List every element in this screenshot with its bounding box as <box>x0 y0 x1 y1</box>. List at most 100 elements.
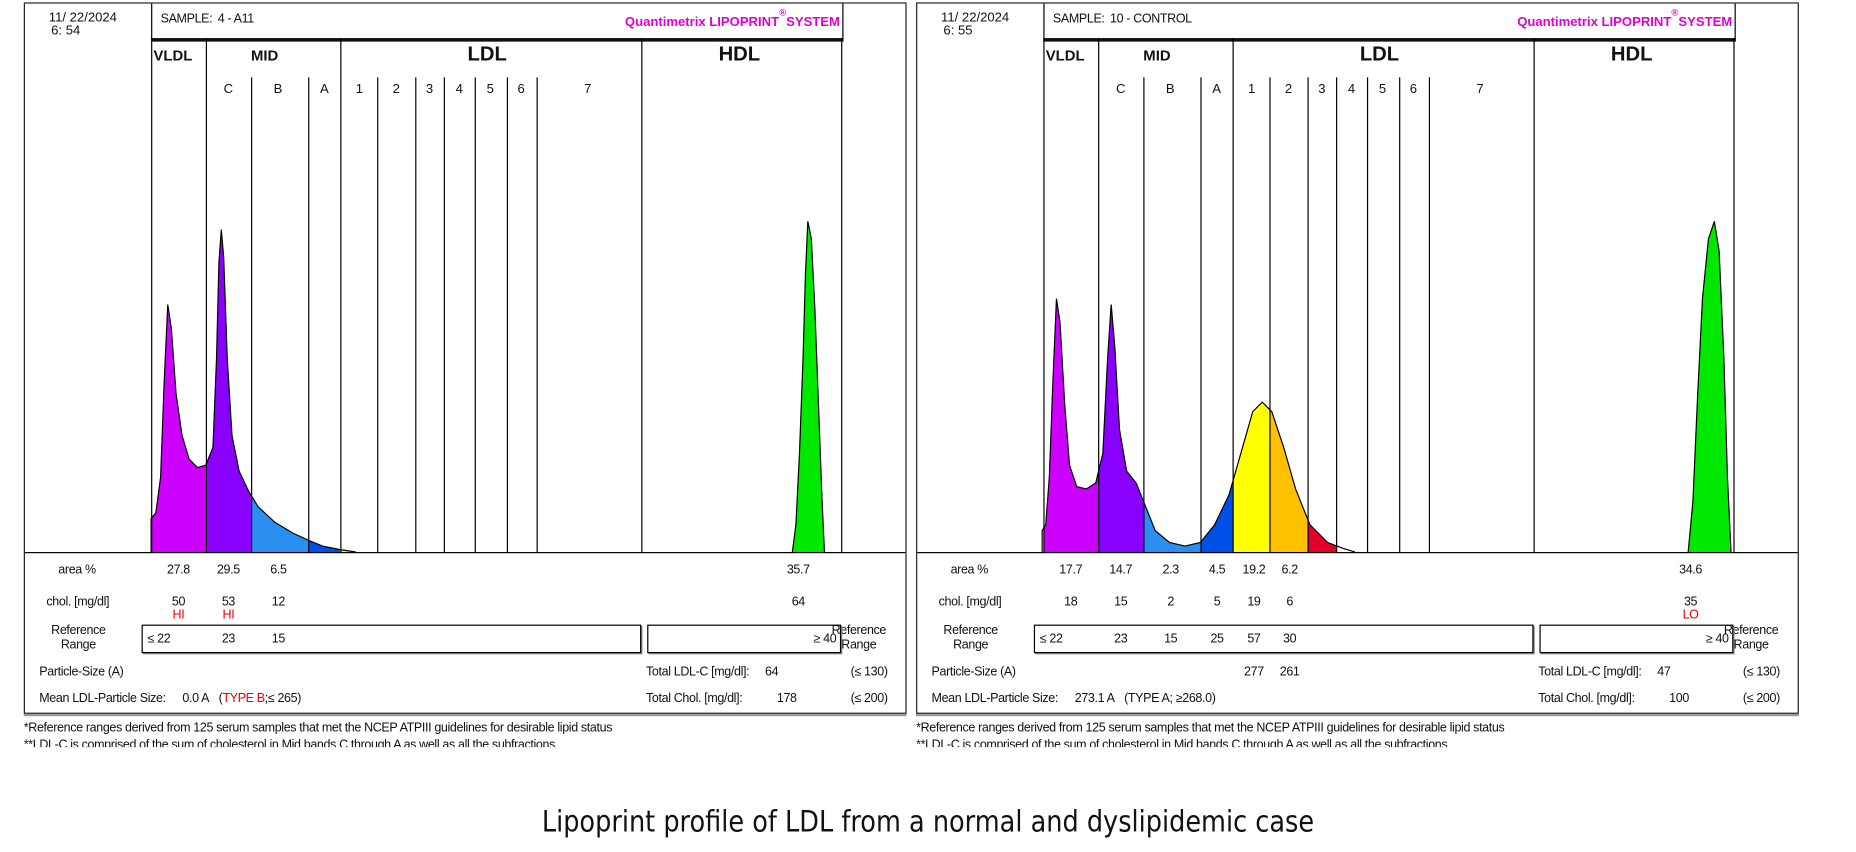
class-divider <box>1043 38 1045 553</box>
particle-size-2: 261 <box>1279 665 1300 680</box>
band-fill-HDL <box>1688 221 1732 553</box>
subclass-label-C: C <box>1115 82 1126 97</box>
subclass-divider <box>1399 77 1401 553</box>
subclass-label-A: A <box>320 82 329 97</box>
class-vldl: VLDL <box>153 47 193 65</box>
subclass-label-B: B <box>273 82 283 97</box>
densitometry-plot <box>150 221 826 553</box>
class-hdl: HDL <box>718 42 761 66</box>
sample-id: 10 - CONTROL <box>1109 11 1192 27</box>
ref-value-A: 25 <box>1210 631 1224 647</box>
subclass-divider <box>415 77 417 553</box>
flag-HDL: LO <box>1682 607 1699 623</box>
subclass-divider <box>1269 77 1271 553</box>
total-ldl-value: 47 <box>1657 665 1671 680</box>
subclass-divider <box>1307 77 1309 553</box>
subclass-label-7: 7 <box>1476 82 1484 97</box>
particle-size-label: Particle-Size (A) <box>39 665 124 680</box>
reference-range-box-hdl <box>1539 624 1734 654</box>
subclass-label-1: 1 <box>355 82 364 97</box>
band-fill-B <box>1143 500 1201 553</box>
reference-range-box-ldl <box>1033 624 1534 654</box>
reference-range-label-right: Reference Range <box>831 623 887 652</box>
class-mid: MID <box>1143 47 1171 65</box>
area-value-B: 2.3 <box>1162 562 1180 578</box>
band-fill-VLDL <box>151 304 206 553</box>
mean-size-label: Mean LDL-Particle Size: <box>931 691 1059 706</box>
subclass-divider <box>474 77 476 553</box>
class-hdl: HDL <box>1610 42 1653 66</box>
band-fill-A <box>1200 482 1233 553</box>
area-value-B: 6.5 <box>270 562 287 578</box>
class-divider <box>340 38 342 553</box>
total-chol-value: 100 <box>1669 691 1689 706</box>
total-chol-label: Total Chol. [mg/dl]: <box>1538 691 1635 706</box>
mean-size-label: Mean LDL-Particle Size: <box>39 691 166 706</box>
brand-suffix: SYSTEM <box>786 15 840 30</box>
subclass-label-4: 4 <box>455 82 463 97</box>
band-fill-C <box>205 229 252 553</box>
area-value-HDL: 34.6 <box>1679 562 1703 578</box>
subclass-label-2: 2 <box>1284 82 1293 97</box>
subclass-divider <box>536 77 538 553</box>
mean-size-value: 0.0 A <box>182 691 210 706</box>
area-label: area % <box>58 562 96 578</box>
class-divider <box>205 38 208 553</box>
ref-value-C: 23 <box>1114 631 1128 647</box>
ref-value-1: 57 <box>1247 631 1261 647</box>
ref-value-C: 23 <box>221 631 236 647</box>
subclass-label-5: 5 <box>1378 82 1387 97</box>
ref-value-VLDL: ≤ 22 <box>147 631 171 647</box>
brand-logo: Quantimetrix LIPOPRINT®SYSTEM <box>624 7 840 30</box>
band-fill-A <box>308 540 341 553</box>
date-label: 11/ 22/2024 <box>48 10 117 25</box>
chol-value-A: 5 <box>1213 594 1221 610</box>
area-value-C: 14.7 <box>1109 562 1133 578</box>
subclass-divider <box>1200 77 1202 553</box>
mean-size-value: 273.1 A <box>1074 691 1115 706</box>
reference-range-label-right: Reference Range <box>1723 623 1779 652</box>
band-fill-HDL <box>792 221 825 553</box>
total-chol-ref: (≤ 200) <box>850 691 888 706</box>
total-ldl-value: 64 <box>764 665 779 680</box>
time-label: 6: 55 <box>943 23 973 39</box>
subclass-divider <box>443 77 445 553</box>
chol-value-1: 19 <box>1247 594 1261 610</box>
subclass-label-5: 5 <box>486 82 494 97</box>
subclass-label-1: 1 <box>1247 82 1256 97</box>
ldl-type: TYPE A <box>1127 691 1170 706</box>
total-chol-ref: (≤ 200) <box>1742 691 1780 706</box>
subclass-label-B: B <box>1165 82 1175 97</box>
ref-value-B: 15 <box>1164 631 1178 647</box>
band-fill-2 <box>1269 409 1308 553</box>
flag-VLDL: HI <box>172 607 185 623</box>
subclass-divider <box>506 77 509 553</box>
area-value-1: 19.2 <box>1242 562 1266 578</box>
subclass-divider <box>1336 77 1338 553</box>
footnote-right-2: **LDL-C is comprised of the sum of chole… <box>916 737 1448 748</box>
reference-range-box-hdl <box>647 624 842 654</box>
brand-name: Quantimetrix LIPOPRINT <box>624 15 780 30</box>
registered-mark: ® <box>1671 7 1679 18</box>
chol-value-B: 12 <box>271 594 286 610</box>
chol-label: chol. [mg/dl] <box>46 594 110 610</box>
class-vldl: VLDL <box>1045 47 1085 65</box>
ref-value-HDL: ≥ 40 <box>813 631 837 647</box>
subclass-label-6: 6 <box>1409 82 1418 97</box>
subclass-divider <box>1143 77 1145 553</box>
figure-caption: Lipoprint profile of LDL from a normal a… <box>541 804 1315 839</box>
subclass-divider <box>1366 77 1369 553</box>
subclass-label-4: 4 <box>1347 82 1356 97</box>
class-divider <box>641 38 643 553</box>
subclass-label-3: 3 <box>1318 82 1326 97</box>
subclass-divider <box>251 77 253 553</box>
registered-mark: ® <box>779 7 787 18</box>
ref-value-B: 15 <box>271 631 286 647</box>
type-range: ;≤ 265) <box>264 691 302 706</box>
footnote-left-1: *Reference ranges derived from 125 serum… <box>23 720 613 736</box>
reference-range-label: Reference Range <box>943 623 998 652</box>
reference-range-box-ldl <box>141 624 642 654</box>
header-box: SAMPLE: 10 - CONTROL Quantimetrix LIPOPRIN… <box>1043 3 1736 42</box>
table-top-line <box>24 552 906 554</box>
subclass-label-A: A <box>1212 82 1222 97</box>
